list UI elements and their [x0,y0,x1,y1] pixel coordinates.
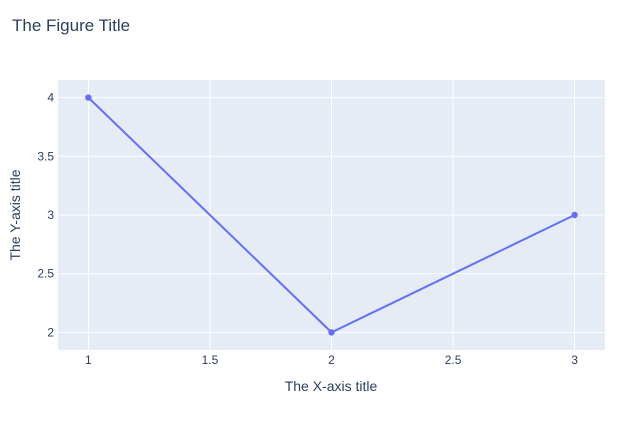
x-axis-title: The X-axis title [285,378,378,394]
y-tick-label: 2 [47,325,54,339]
x-tick-label: 1.5 [202,353,219,367]
data-point [328,329,335,336]
y-tick-label: 4 [47,91,54,105]
y-tick-label: 3.5 [37,149,54,163]
y-axis-ticks: 2 2.5 3 3.5 4 [37,91,54,340]
series-group [85,94,578,336]
data-point [571,211,578,219]
y-tick-label: 3 [47,208,54,222]
x-tick-label: 1 [85,353,92,367]
x-tick-label: 3 [571,353,578,367]
x-tick-label: 2 [328,353,335,367]
x-tick-label: 2.5 [445,353,462,367]
y-axis-title: The Y-axis title [7,169,23,260]
data-point [85,94,92,101]
chart-title: The Figure Title [12,16,130,35]
y-tick-label: 2.5 [37,267,54,281]
x-axis-ticks: 1 1.5 2 2.5 3 [85,353,578,367]
